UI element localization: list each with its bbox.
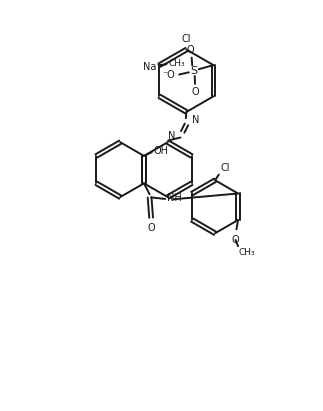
Text: ⁻O: ⁻O xyxy=(162,70,175,81)
Text: CH₃: CH₃ xyxy=(239,248,255,257)
Text: O: O xyxy=(232,235,239,245)
Text: S: S xyxy=(191,66,198,76)
Text: Cl: Cl xyxy=(221,164,230,173)
Text: Na⁺: Na⁺ xyxy=(143,62,161,72)
Text: O: O xyxy=(192,87,200,97)
Text: OH: OH xyxy=(154,146,169,156)
Text: N: N xyxy=(168,131,175,141)
Text: O: O xyxy=(147,223,155,233)
Text: O: O xyxy=(187,44,194,55)
Text: N: N xyxy=(192,115,199,125)
Text: Cl: Cl xyxy=(182,34,191,44)
Text: NH: NH xyxy=(167,193,182,203)
Text: CH₃: CH₃ xyxy=(168,59,185,68)
